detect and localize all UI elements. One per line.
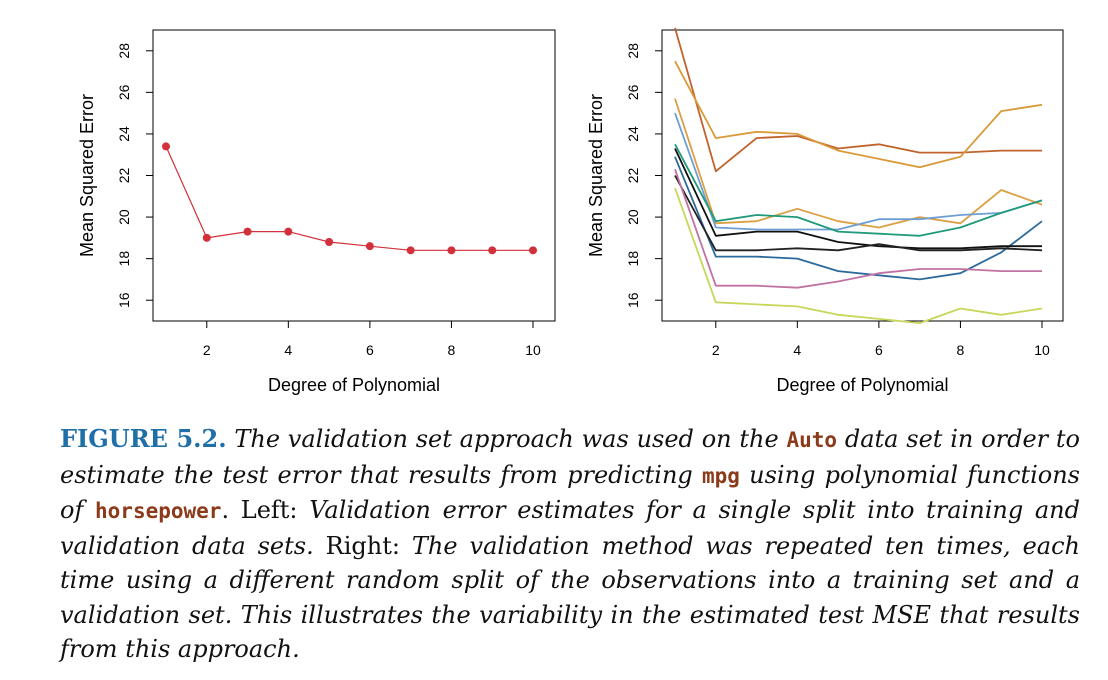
series-line bbox=[674, 169, 1042, 289]
data-point bbox=[365, 242, 374, 251]
series-line bbox=[674, 112, 1043, 231]
series-line bbox=[674, 148, 1042, 250]
caption-text: . bbox=[221, 496, 241, 524]
y-tick-label: 28 bbox=[116, 43, 132, 59]
series-line bbox=[674, 187, 1043, 325]
caption-left-word: Left: bbox=[240, 496, 298, 524]
series-line bbox=[674, 60, 1043, 169]
y-tick-label: 18 bbox=[116, 251, 132, 267]
caption-code-horsepower: horsepower bbox=[95, 499, 222, 523]
data-point bbox=[162, 142, 170, 151]
x-tick-label: 6 bbox=[875, 342, 883, 358]
y-tick-label: 16 bbox=[116, 292, 132, 308]
data-point bbox=[529, 246, 537, 255]
caption-text: The validation set approach was used on … bbox=[226, 425, 787, 453]
data-point bbox=[243, 227, 252, 236]
caption-label: FIGURE 5.2. bbox=[60, 424, 227, 453]
series-line bbox=[674, 27, 1042, 173]
x-tick-label: 4 bbox=[793, 342, 801, 358]
caption-text: data set in order to estimate the test e… bbox=[60, 425, 1080, 489]
y-tick-label: 24 bbox=[625, 126, 641, 142]
y-axis-label: Mean Squared Error bbox=[586, 94, 606, 257]
series-line bbox=[165, 146, 533, 251]
x-tick-label: 4 bbox=[284, 342, 292, 358]
y-tick-label: 24 bbox=[116, 126, 132, 142]
y-tick-label: 22 bbox=[116, 168, 132, 184]
y-tick-label: 26 bbox=[625, 84, 641, 100]
caption-text: Validation error estimates for a single … bbox=[60, 496, 1080, 560]
caption-text: The validation method was repeated ten t… bbox=[60, 531, 1080, 664]
series-line bbox=[674, 156, 1043, 281]
caption-code-mpg: mpg bbox=[702, 463, 740, 488]
series-line bbox=[674, 175, 1043, 252]
data-point bbox=[406, 246, 415, 255]
x-tick-label: 10 bbox=[525, 342, 541, 358]
x-tick-label: 10 bbox=[1034, 342, 1050, 358]
x-tick-label: 8 bbox=[448, 342, 456, 358]
y-tick-label: 20 bbox=[625, 209, 641, 225]
caption-right-word: Right: bbox=[325, 531, 400, 560]
x-tick-label: 8 bbox=[957, 342, 965, 358]
figure-panels: 2 4 6 8 10 16 18 20 22 24 26 28 Degree of Polynomial… bbox=[77, 27, 1064, 395]
data-point bbox=[325, 238, 334, 247]
caption-text: using polynomial functions of bbox=[60, 460, 1080, 525]
y-tick-label: 22 bbox=[625, 168, 641, 184]
data-point bbox=[202, 233, 211, 242]
data-point bbox=[488, 246, 497, 255]
y-tick-label: 28 bbox=[625, 43, 641, 59]
y-tick-label: 20 bbox=[116, 209, 132, 225]
plot-frame bbox=[152, 29, 556, 322]
x-tick-label: 2 bbox=[712, 342, 720, 358]
y-tick-label: 26 bbox=[116, 84, 132, 100]
y-axis-label: Mean Squared Error bbox=[77, 94, 97, 257]
y-tick-label: 16 bbox=[625, 292, 641, 308]
x-tick-label: 6 bbox=[366, 342, 374, 358]
y-tick-label: 18 bbox=[625, 251, 641, 267]
series-line bbox=[674, 143, 1043, 237]
data-point bbox=[447, 246, 456, 255]
caption-code-auto: Auto bbox=[786, 428, 838, 452]
x-tick-label: 2 bbox=[203, 342, 211, 358]
x-axis-label: Degree of Polynomial bbox=[268, 375, 440, 395]
x-axis-label: Degree of Polynomial bbox=[776, 375, 948, 395]
data-point bbox=[284, 227, 293, 236]
series-line bbox=[674, 98, 1043, 229]
figure-caption: FIGURE 5.2. The validation set approach … bbox=[60, 422, 1080, 667]
